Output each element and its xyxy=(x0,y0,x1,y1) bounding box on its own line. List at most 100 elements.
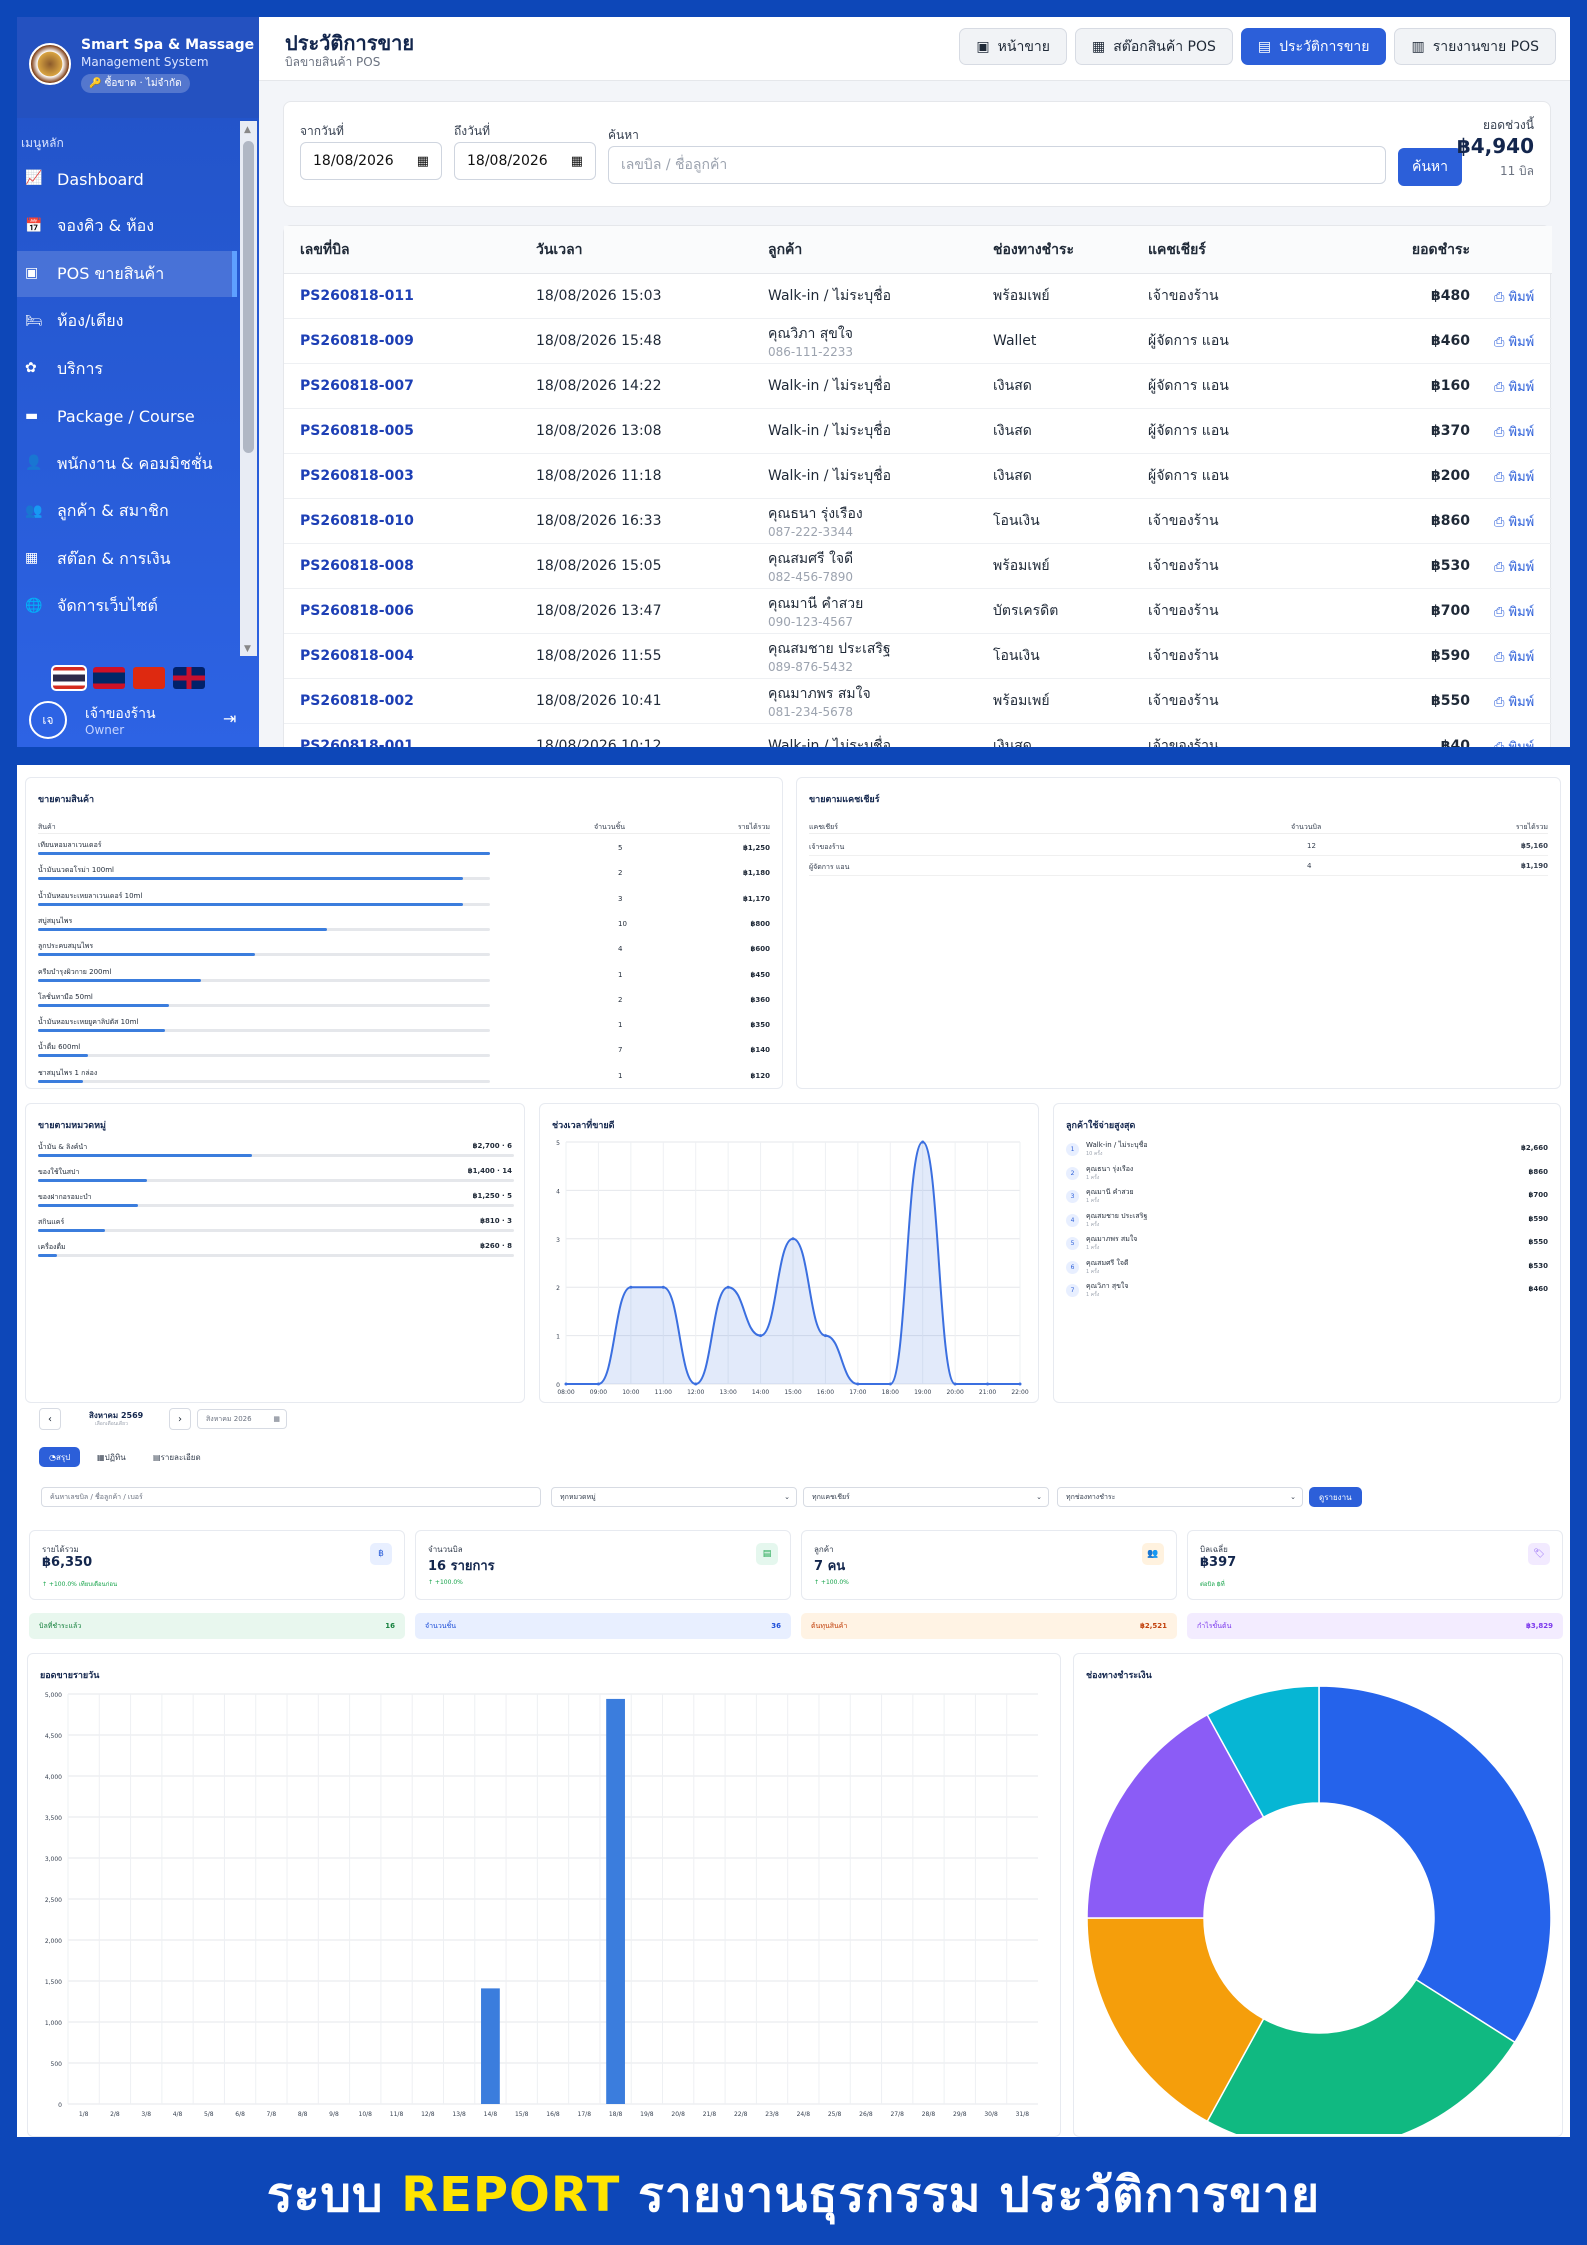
sidebar-scrollbar[interactable]: ▲ ▼ xyxy=(240,121,257,656)
print-button[interactable]: ⎙ พิมพ์ xyxy=(1494,469,1535,485)
product-qty: 1 xyxy=(618,1021,623,1030)
uk-flag-icon[interactable] xyxy=(173,667,205,689)
product-bar xyxy=(38,1054,490,1058)
sidebar-item-label: บริการ xyxy=(57,358,104,378)
next-month-button[interactable]: › xyxy=(169,1408,191,1430)
x-tick-label: 2/8 xyxy=(110,2111,120,2118)
table-row[interactable]: PS260818-002 18/08/2026 10:41 คุณมาภพร สมใ… xyxy=(284,679,1552,724)
print-button[interactable]: ⎙ พิมพ์ xyxy=(1494,649,1535,665)
table-row[interactable]: PS260818-003 18/08/2026 11:18 Walk-in / ไม… xyxy=(284,454,1552,499)
from-date-input[interactable]: 18/08/2026 ▦ xyxy=(300,142,442,180)
print-button[interactable]: ⎙ พิมพ์ xyxy=(1494,424,1535,440)
x-tick-label: 09:00 xyxy=(590,1389,607,1396)
print-button[interactable]: ⎙ พิมพ์ xyxy=(1494,334,1535,350)
y-tick-label: 1 xyxy=(556,1334,560,1341)
x-tick-label: 3/8 xyxy=(141,2111,151,2118)
category-select[interactable]: ทุกหมวดหมู่ ⌄ xyxy=(551,1487,797,1507)
calendar-icon[interactable]: ▦ xyxy=(570,153,583,169)
customer-name: คุณสมชาย ประเสริฐ xyxy=(768,641,891,657)
bill-number[interactable]: PS260818-003 xyxy=(300,468,414,484)
tab-calendar[interactable]: ▦ ปฏิทิน xyxy=(97,1452,126,1462)
bill-number[interactable]: PS260818-002 xyxy=(300,693,414,709)
table-row[interactable]: PS260818-008 18/08/2026 15:05 คุณสมศรี ใจด… xyxy=(284,544,1552,589)
table-row[interactable]: PS260818-009 18/08/2026 15:48 คุณวิภา สุขใ… xyxy=(284,319,1552,364)
pos-report-button[interactable]: ▥ รายงานขาย POS xyxy=(1394,28,1556,65)
hourly-point xyxy=(823,1334,827,1338)
x-tick-label: 8/8 xyxy=(298,2111,308,2118)
sidebar-item-7[interactable]: 👥 ลูกค้า & สมาชิก xyxy=(17,489,237,535)
cashier-select[interactable]: ทุกแคชเชียร์ ⌄ xyxy=(803,1487,1049,1507)
table-row[interactable]: PS260818-004 18/08/2026 11:55 คุณสมชาย ประ… xyxy=(284,634,1552,679)
print-button[interactable]: ⎙ พิมพ์ xyxy=(1494,379,1535,395)
sidebar-item-3[interactable]: 🛏 ห้อง/เตียง xyxy=(17,299,237,345)
bill-number[interactable]: PS260818-009 xyxy=(300,333,414,349)
products-title: ขายตามสินค้า xyxy=(38,795,95,805)
pos-stock-button[interactable]: ▦ สต๊อกสินค้า POS xyxy=(1074,28,1233,65)
category-bar-fill xyxy=(38,1179,148,1182)
tab-summary[interactable]: ◔ สรุป xyxy=(39,1447,81,1467)
print-button[interactable]: ⎙ พิมพ์ xyxy=(1494,289,1535,305)
bill-number[interactable]: PS260818-005 xyxy=(300,423,414,439)
bill-number[interactable]: PS260818-006 xyxy=(300,603,414,619)
thai-flag-icon[interactable] xyxy=(51,665,87,691)
logout-icon[interactable]: ⇥ xyxy=(223,709,237,728)
col-amount: ยอดชำระ xyxy=(1411,241,1470,258)
print-button[interactable]: ⎙ พิมพ์ xyxy=(1494,694,1535,710)
month-input[interactable]: สิงหาคม 2026 ▦ xyxy=(197,1409,287,1429)
calendar-icon[interactable]: ▦ xyxy=(273,1415,280,1423)
table-row[interactable]: PS260818-006 18/08/2026 13:47 คุณมานี คำสว… xyxy=(284,589,1552,634)
users-icon: 👥 xyxy=(25,502,43,519)
print-button[interactable]: ⎙ พิมพ์ xyxy=(1494,604,1535,620)
search-input[interactable]: เลขบิล / ชื่อลูกค้า xyxy=(608,146,1386,184)
sidebar-item-8[interactable]: ▦ สต๊อก & การเงิน xyxy=(17,536,237,582)
bill-number[interactable]: PS260818-001 xyxy=(300,738,414,747)
table-row[interactable]: PS260818-010 18/08/2026 16:33 คุณธนา รุ่งเ… xyxy=(284,499,1552,544)
product-bar-fill xyxy=(38,1079,84,1083)
sidebar-item-2[interactable]: ▣ POS ขายสินค้า xyxy=(17,251,237,297)
customer-name: Walk-in / ไม่ระบุชื่อ xyxy=(1086,1141,1148,1149)
kpi-icon: ฿ xyxy=(370,1543,392,1565)
china-flag-icon[interactable] xyxy=(133,667,165,689)
bill-number[interactable]: PS260818-010 xyxy=(300,513,414,529)
bill-number[interactable]: PS260818-007 xyxy=(300,378,414,394)
sales-history-button[interactable]: ▤ ประวัติการขาย xyxy=(1240,28,1387,65)
sidebar-item-4[interactable]: ✿ บริการ xyxy=(17,346,237,392)
table-row[interactable]: PS260818-007 18/08/2026 14:22 Walk-in / ไม… xyxy=(284,364,1552,409)
customer-name: คุณธนา รุ่งเรือง xyxy=(1086,1164,1134,1173)
view-report-button[interactable]: ดูรายงาน xyxy=(1309,1487,1362,1507)
table-row[interactable]: PS260818-005 18/08/2026 13:08 Walk-in / ไม… xyxy=(284,409,1552,454)
sidebar-item-1[interactable]: 📅 จองคิว & ห้อง xyxy=(17,204,237,250)
customer-name: คุณสมศรี ใจดี xyxy=(1086,1258,1129,1267)
sidebar-item-9[interactable]: 🌐 จัดการเว็บไซต์ xyxy=(17,584,237,630)
bill-number[interactable]: PS260818-008 xyxy=(300,558,414,574)
tab-detail[interactable]: ▤ รายละเอียด xyxy=(153,1452,201,1462)
sidebar-item-0[interactable]: 📈 Dashboard xyxy=(17,156,237,202)
customer-name: Walk-in / ไม่ระบุชื่อ xyxy=(768,468,892,484)
table-row[interactable]: PS260818-011 18/08/2026 15:03 Walk-in / ไม… xyxy=(284,274,1552,319)
to-date-input[interactable]: 18/08/2026 ▦ xyxy=(454,142,596,180)
sidebar-item-label: Dashboard xyxy=(57,169,144,189)
hourly-point xyxy=(726,1285,730,1289)
report-search-input[interactable]: ค้นหาเลขบิล / ชื่อลูกค้า / เบอร์ xyxy=(41,1487,541,1507)
print-button[interactable]: ⎙ พิมพ์ xyxy=(1494,514,1535,530)
sale-page-button[interactable]: ▣ หน้าขาย xyxy=(959,28,1067,65)
product-bar xyxy=(38,902,490,906)
sidebar-item-6[interactable]: 👤 พนักงาน & คอมมิชชั่น xyxy=(17,441,237,487)
search-button[interactable]: ค้นหา xyxy=(1398,148,1462,186)
scroll-down-icon[interactable]: ▼ xyxy=(244,644,251,654)
scroll-up-icon[interactable]: ▲ xyxy=(244,125,251,135)
avatar[interactable]: เจ xyxy=(29,701,67,739)
print-button[interactable]: ⎙ พิมพ์ xyxy=(1494,559,1535,575)
table-row[interactable]: PS260818-001 18/08/2026 10:12 Walk-in / ไม… xyxy=(284,724,1552,747)
lao-flag-icon[interactable] xyxy=(93,667,125,689)
bill-number[interactable]: PS260818-004 xyxy=(300,648,414,664)
sidebar-item-5[interactable]: ▬ Package / Course xyxy=(17,394,237,440)
scrollbar-thumb[interactable] xyxy=(243,141,254,453)
print-button[interactable]: ⎙ พิมพ์ xyxy=(1494,736,1534,748)
kpi-value: 7 คน xyxy=(814,1559,846,1574)
bill-number[interactable]: PS260818-011 xyxy=(300,288,414,304)
calendar-icon[interactable]: ▦ xyxy=(416,153,429,169)
category-bar xyxy=(38,1254,514,1257)
prev-month-button[interactable]: ‹ xyxy=(39,1408,61,1430)
payment-select[interactable]: ทุกช่องทางชำระ ⌄ xyxy=(1057,1487,1303,1507)
